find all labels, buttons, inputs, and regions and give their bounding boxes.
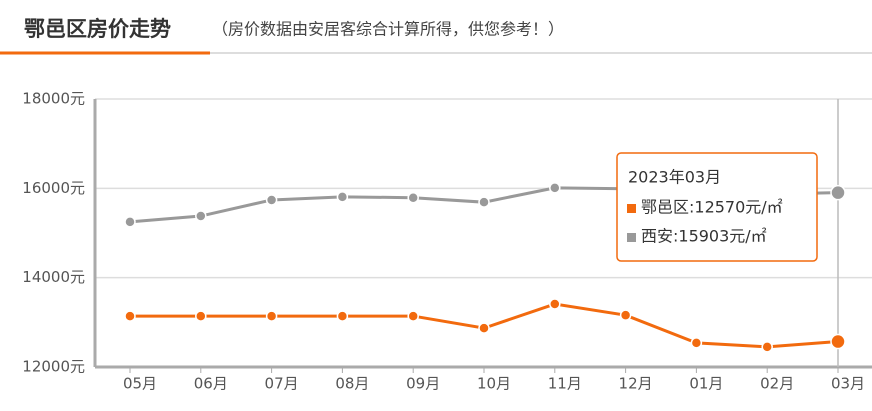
tooltip-box (616, 152, 818, 262)
x-tick-label: 10月 (477, 375, 511, 393)
data-point (690, 337, 703, 349)
data-point (195, 210, 207, 222)
data-point (549, 298, 561, 310)
x-tick-label: 02月 (760, 375, 794, 393)
y-tick-label: 16000元 (22, 179, 85, 197)
data-point (478, 322, 490, 334)
y-tick-label: 12000元 (22, 358, 85, 376)
y-tick-label: 14000元 (22, 268, 85, 286)
tooltip-row: 鄂邑区:12570元/㎡ (641, 198, 783, 217)
x-tick-label: 11月 (548, 375, 582, 393)
x-tick-label: 12月 (619, 375, 653, 393)
data-point (407, 191, 419, 204)
data-point (407, 310, 419, 322)
x-tick-label: 01月 (689, 375, 723, 393)
tooltip-row: 西安:15903元/㎡ (641, 227, 767, 246)
data-point (124, 216, 136, 228)
x-tick-label: 05月 (123, 375, 157, 393)
tooltip-swatch (627, 233, 636, 242)
x-tick-label: 09月 (406, 375, 440, 393)
chart-subtitle: （房价数据由安居客综合计算所得，供您参考！） (212, 20, 564, 39)
y-tick-label: 18000元 (22, 90, 85, 108)
data-point (830, 333, 846, 350)
x-tick-label: 06月 (194, 375, 228, 393)
data-point (478, 196, 490, 208)
tooltip-swatch (627, 204, 636, 213)
chart-title: 鄂邑区房价走势 (24, 17, 171, 41)
data-point (619, 309, 632, 321)
data-point (195, 310, 207, 322)
data-point (336, 191, 349, 203)
data-point (761, 341, 773, 353)
data-point (830, 184, 846, 201)
data-point (265, 310, 278, 322)
x-tick-label: 03月 (831, 375, 865, 393)
x-tick-label: 07月 (265, 375, 299, 393)
data-point (336, 310, 349, 322)
tooltip-title: 2023年03月 (628, 168, 721, 187)
data-point (549, 182, 561, 194)
data-point (124, 310, 136, 322)
data-point (265, 194, 278, 206)
x-tick-label: 08月 (335, 375, 369, 393)
